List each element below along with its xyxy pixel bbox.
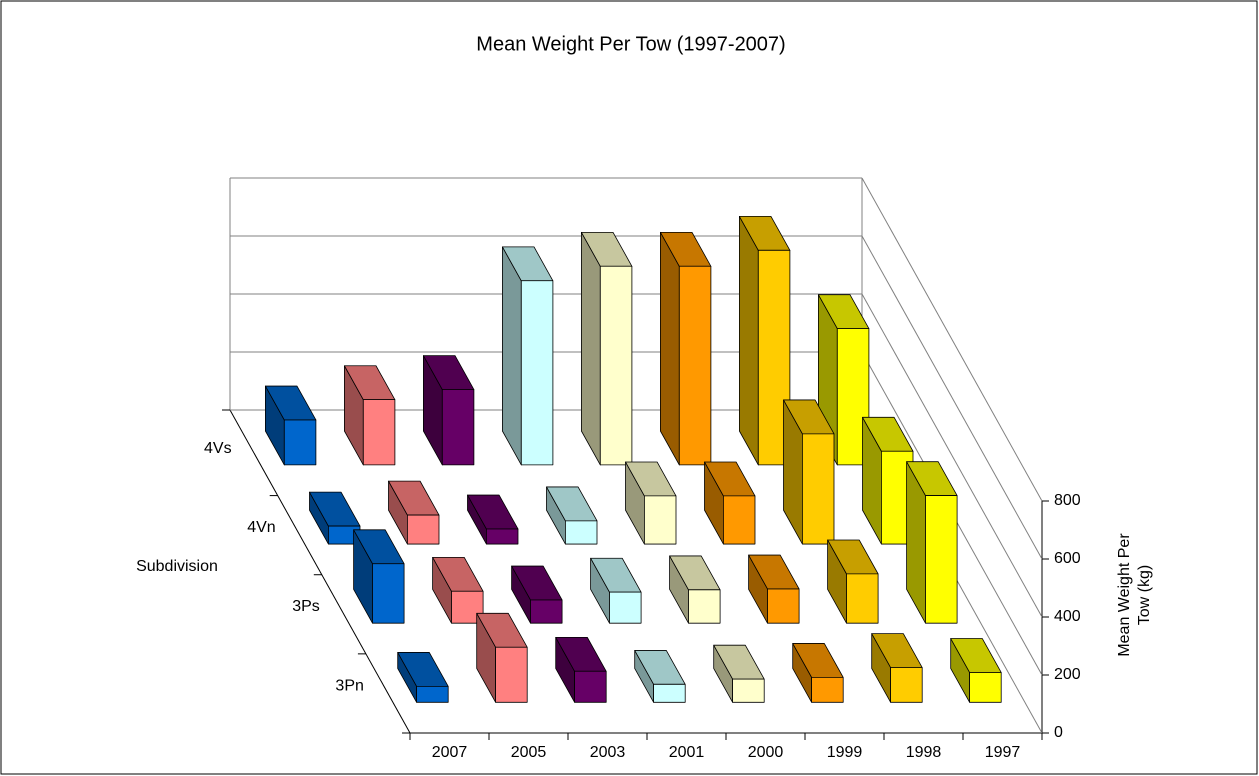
bar xyxy=(495,646,528,703)
bar xyxy=(530,599,563,624)
bar xyxy=(441,389,475,466)
y-axis-title: Mean Weight Per Tow (kg) xyxy=(1116,533,1153,657)
y-tick-label: 200 xyxy=(1054,666,1081,683)
bar xyxy=(416,685,449,703)
floor-left-edge xyxy=(229,409,411,734)
depth-label: 3Pn xyxy=(335,677,363,694)
bar xyxy=(327,525,361,545)
grid-line xyxy=(861,235,1043,560)
bar xyxy=(757,249,791,466)
depth-label: 4Vn xyxy=(247,519,275,536)
y-tick-label: 400 xyxy=(1054,608,1081,625)
y-tick-label: 800 xyxy=(1054,492,1081,509)
bar xyxy=(574,670,607,703)
x-tick-label: 2001 xyxy=(669,744,705,761)
bar xyxy=(609,591,642,624)
y-tick-label: 600 xyxy=(1054,550,1081,567)
chart-title: Mean Weight Per Tow (1997-2007) xyxy=(476,33,785,55)
depth-label: 4Vs xyxy=(204,440,232,457)
grid-line xyxy=(861,177,1043,502)
x-tick-label: 1997 xyxy=(985,744,1021,761)
depth-axis-title: Subdivision xyxy=(136,558,218,575)
bar xyxy=(520,280,554,466)
bar xyxy=(406,514,440,545)
bar xyxy=(283,419,317,466)
x-tick-label: 2000 xyxy=(748,744,784,761)
bar xyxy=(732,678,765,703)
bar xyxy=(723,495,756,545)
grid-line xyxy=(861,293,1043,618)
bar xyxy=(451,590,484,624)
bar xyxy=(372,563,405,624)
bar xyxy=(802,433,835,545)
x-tick-label: 1998 xyxy=(906,744,942,761)
depth-label: 3Ps xyxy=(292,598,320,615)
bar xyxy=(688,589,721,624)
bar xyxy=(565,520,598,545)
bar xyxy=(362,399,396,466)
bar xyxy=(599,265,633,466)
bar xyxy=(846,573,879,624)
bar xyxy=(836,328,870,466)
bar xyxy=(881,450,914,545)
y-tick-label: 0 xyxy=(1054,724,1063,741)
bar xyxy=(969,672,1002,703)
bar-side xyxy=(581,231,601,466)
bar xyxy=(644,495,677,545)
bar-side xyxy=(660,231,680,466)
bar xyxy=(890,667,923,703)
bar-side xyxy=(739,215,759,466)
bar xyxy=(767,588,800,624)
bar xyxy=(925,495,958,624)
bar xyxy=(653,683,686,703)
bar xyxy=(485,528,519,545)
x-tick-label: 2007 xyxy=(432,744,468,761)
x-tick-label: 2003 xyxy=(590,744,626,761)
bar xyxy=(811,676,844,703)
x-tick-label: 1999 xyxy=(827,744,863,761)
bar xyxy=(678,265,712,466)
x-tick-label: 2005 xyxy=(511,744,547,761)
bar-side xyxy=(501,246,522,466)
